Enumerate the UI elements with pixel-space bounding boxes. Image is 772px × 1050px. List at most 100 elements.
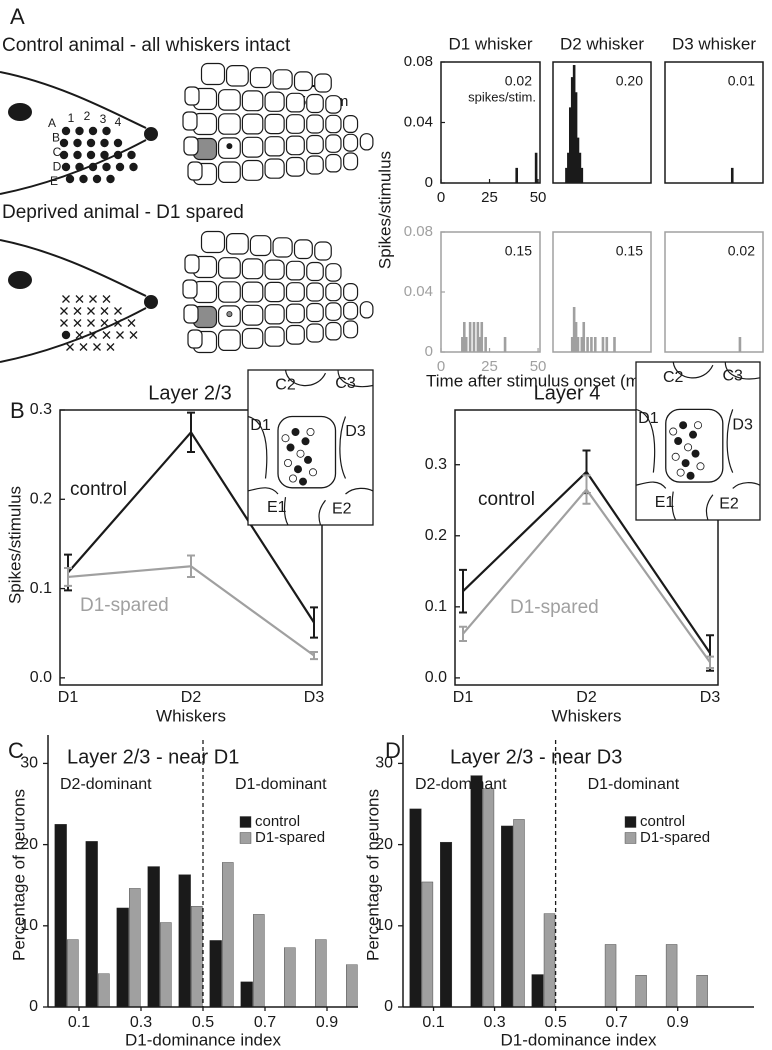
whisker-cross (127, 319, 136, 327)
whisker-cross (102, 295, 111, 303)
bar (421, 881, 434, 1008)
chart-title: Layer 2/3 - near D1 (67, 746, 239, 768)
bar (178, 874, 191, 1008)
whisker-dot (75, 162, 84, 172)
bar (209, 940, 222, 1008)
bar (129, 888, 141, 1008)
plot-frame (59, 409, 323, 686)
x-tick-label: D3 (700, 689, 721, 706)
y-tick-label: 0.1 (425, 598, 447, 615)
whisker-dot (73, 138, 82, 148)
barrel (264, 281, 285, 303)
row-label: E (50, 174, 58, 188)
plot-frame (664, 61, 764, 184)
whisker-cross (73, 319, 82, 327)
inset-label: D1 (638, 410, 659, 427)
x-axis-label: Whiskers (156, 706, 226, 725)
whisker-cross (79, 343, 88, 351)
whisker-cross (100, 307, 109, 315)
neuron-dot (689, 430, 698, 439)
eye (8, 271, 32, 289)
plot-frame (454, 409, 719, 686)
x-axis-label: D1-dominance index (125, 1030, 281, 1049)
neuron-dot (308, 468, 317, 477)
barrel (306, 261, 324, 282)
bar (590, 337, 593, 352)
bar (515, 167, 519, 183)
whisker-cross (89, 331, 97, 339)
whisker-cross (106, 343, 115, 351)
x-tick-label: 25 (481, 189, 498, 206)
inset-label: E1 (267, 499, 287, 516)
bar (222, 862, 234, 1008)
barrel (343, 283, 359, 302)
column-label: 1 (68, 111, 75, 125)
barrel (359, 133, 374, 151)
row-label: D (53, 160, 62, 174)
y-axis-label: Spikes/stimulus (5, 486, 24, 604)
barrel (343, 152, 359, 171)
x-tick-label: 0.9 (667, 1014, 689, 1031)
y-tick-label: 0 (425, 343, 433, 360)
bar (582, 322, 586, 352)
y-tick-label: 0.2 (425, 527, 447, 544)
chart-title: D1 whisker (448, 34, 532, 53)
whisker-dot (127, 150, 136, 160)
neuron-dot (301, 437, 310, 446)
error-bar (459, 568, 467, 614)
barrel (200, 230, 226, 254)
error-bar (459, 625, 467, 642)
y-tick-label: 20 (375, 836, 393, 853)
whisker-dot (65, 174, 75, 184)
legend-swatch (624, 832, 637, 844)
barrel (241, 90, 264, 112)
neuron-dot (298, 477, 307, 486)
row-label: A (48, 116, 56, 130)
x-tick-label: 50 (530, 189, 547, 206)
x-tick-label: 0.1 (68, 1014, 90, 1031)
barrel (225, 233, 249, 255)
diagram-title: Deprived animal - D1 spared (2, 202, 244, 223)
whisker-dot (115, 162, 125, 172)
bar (696, 975, 708, 1008)
bar (576, 337, 580, 352)
whisker-cross (87, 307, 95, 315)
bar (468, 322, 472, 352)
barrel (306, 114, 324, 134)
region-label: D2-dominant (415, 776, 507, 793)
whisker-dot (88, 126, 98, 136)
x-tick-label: 0.3 (483, 1014, 505, 1031)
bar (565, 167, 568, 183)
barrel (217, 329, 241, 351)
bar (613, 337, 616, 352)
inset-frame (247, 369, 374, 526)
bar (572, 307, 576, 352)
barrel (306, 323, 324, 343)
neuron-dot (686, 471, 695, 480)
barrel (272, 237, 293, 258)
whisker-dot (73, 150, 82, 160)
bar (409, 808, 422, 1008)
inset-label: C3 (722, 367, 743, 384)
barrel (343, 320, 359, 339)
barrel (325, 282, 342, 302)
barrel (249, 67, 272, 89)
error-bar (582, 474, 591, 505)
bar (501, 825, 514, 1008)
barrel (325, 263, 342, 282)
bar (574, 322, 578, 352)
bar (578, 152, 582, 183)
barrel (325, 134, 342, 153)
neuron-dot (293, 465, 302, 474)
neuron-dot (694, 421, 703, 430)
bar (253, 914, 265, 1008)
x-tick-label: 0.3 (130, 1014, 152, 1031)
bar (503, 337, 507, 352)
barrel (182, 279, 198, 299)
inset-label: E2 (332, 501, 352, 518)
error-bar (187, 554, 195, 578)
bar (580, 337, 584, 352)
barrel (285, 156, 305, 177)
y-axis-label: Spikes/stimulus (375, 151, 394, 269)
y-tick-label: 0.3 (30, 401, 52, 418)
